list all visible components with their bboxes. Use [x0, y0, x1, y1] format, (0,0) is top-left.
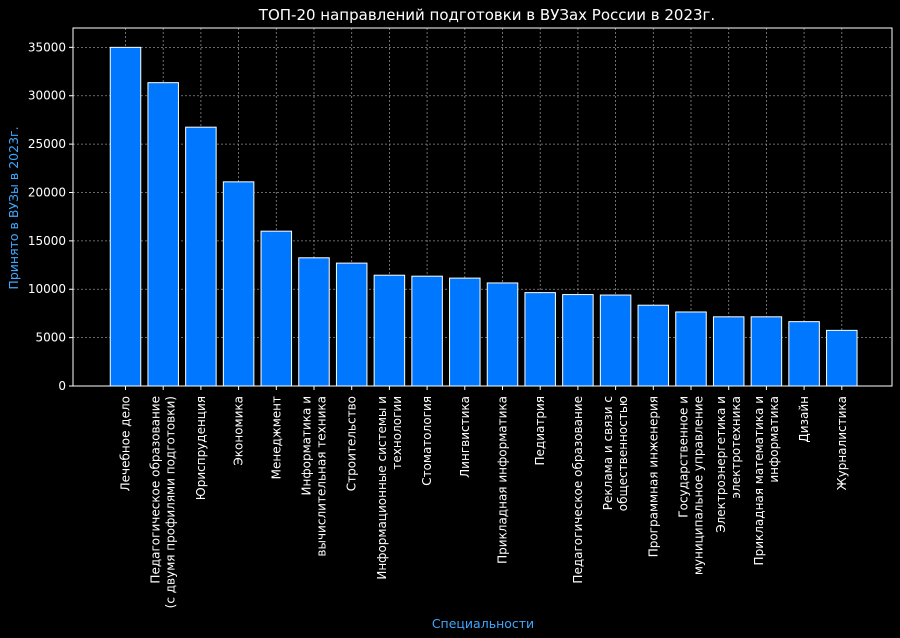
x-tick-label: Электроэнергетика и электротехника: [714, 396, 743, 533]
x-tick-label-line: Дизайн: [797, 396, 811, 443]
x-tick-label: Лингвистика: [458, 396, 472, 478]
x-tick-label-line: Лечебное дело: [119, 396, 133, 491]
x-tick-label-line: Прикладная информатика: [496, 396, 510, 564]
bar: [675, 311, 707, 387]
x-tick-label-line: вычислительная техника: [315, 396, 329, 557]
x-tick-label: Менеджмент: [269, 396, 283, 479]
x-tick-label: Педиатрия: [533, 396, 547, 465]
x-tick-label: Педагогическое образование (с двумя профи…: [149, 396, 178, 608]
y-axis-ticks: 0 5000 10000 15000 20000 25000 30000 35000: [28, 40, 73, 393]
x-tick-label: Юриспруденция: [194, 396, 208, 500]
chart-title: ТОП-20 направлений подготовки в ВУЗах Ро…: [258, 6, 715, 24]
x-tick-label-line: муниципальное управление: [692, 396, 706, 575]
bar: [486, 282, 519, 387]
x-tick-label: Программная инженерия: [646, 396, 660, 557]
bar: [637, 304, 670, 387]
x-tick-label: Лечебное дело: [119, 396, 133, 491]
x-tick-label: Реклама и связи с общественностью: [601, 396, 630, 511]
x-tick-label-line: Журналистика: [835, 396, 849, 490]
x-tick-label: Журналистика: [835, 396, 849, 490]
bar: [147, 82, 179, 387]
y-tick-label: 25000: [28, 137, 66, 151]
y-tick-label: 35000: [28, 40, 66, 54]
x-tick-label-line: Реклама и связи с: [601, 396, 615, 510]
x-axis-title: Специальности: [432, 616, 534, 631]
x-tick-label-line: Информатика и: [300, 396, 314, 495]
y-axis-title: Принято в ВУЗы в 2023г.: [6, 126, 21, 289]
y-tick-label: 30000: [28, 89, 66, 103]
x-tick-label-line: (с двумя профилями подготовки): [164, 396, 178, 608]
bar: [185, 126, 217, 387]
x-tick-label-line: Педагогическое образование: [149, 396, 163, 584]
x-tick-label-line: Электроэнергетика и: [714, 396, 728, 533]
plot-frame: [72, 27, 893, 387]
bar: [335, 262, 368, 387]
x-tick-label: Прикладная информатика: [496, 396, 510, 564]
x-tick-label-line: Информационные системы и: [375, 396, 389, 580]
bar: [599, 294, 632, 387]
x-tick-label-line: Менеджмент: [269, 396, 283, 479]
x-tick-label: Дизайн: [797, 396, 811, 443]
y-tick-label: 0: [58, 379, 66, 393]
x-tick-label: Строительство: [345, 396, 359, 491]
y-tick-label: 15000: [28, 234, 66, 248]
bar: [109, 46, 142, 387]
bar: [788, 321, 820, 387]
x-tick-label: Государственное и муниципальное управлени…: [677, 396, 706, 575]
y-tick-label: 5000: [35, 331, 66, 345]
x-tick-label-line: Лингвистика: [458, 396, 472, 478]
x-tick-label: Экономика: [232, 396, 246, 466]
x-tick-label-line: общественностью: [616, 396, 630, 511]
bar: [260, 230, 293, 387]
x-tick-label-line: информатика: [767, 396, 781, 483]
x-tick-label: Стоматология: [420, 396, 434, 486]
x-tick-label-line: Прикладная математика и: [752, 396, 766, 565]
x-axis-ticks: Лечебное дело Педагогическое образование(…: [119, 386, 849, 608]
x-tick-label-line: Педагогическое образование: [571, 396, 585, 584]
bar: [411, 275, 443, 387]
y-tick-label: 20000: [28, 185, 66, 199]
x-tick-label: Информатика и вычислительная техника: [300, 396, 329, 557]
bar: [712, 316, 745, 387]
bar: [449, 277, 481, 387]
x-tick-label-line: Педиатрия: [533, 396, 547, 465]
x-tick-label-line: Строительство: [345, 396, 359, 491]
bar: [750, 316, 783, 387]
bar: [298, 257, 330, 387]
x-tick-label-line: электротехника: [729, 396, 743, 499]
x-tick-label-line: Государственное и: [677, 396, 691, 518]
y-tick-label: 10000: [28, 282, 66, 296]
x-tick-label-line: Программная инженерия: [646, 396, 660, 557]
bar: [562, 294, 594, 387]
bar: [524, 292, 556, 387]
x-tick-label: Педагогическое образование: [571, 396, 585, 584]
x-tick-label: Прикладная математика и информатика: [752, 396, 781, 565]
x-tick-label: Информационные системы и технологии: [375, 396, 404, 580]
x-tick-label-line: Юриспруденция: [194, 396, 208, 500]
x-tick-label-line: технологии: [390, 396, 404, 470]
bar: [222, 181, 255, 387]
bar: [373, 274, 406, 387]
bar: [826, 329, 858, 387]
x-tick-label-line: Стоматология: [420, 396, 434, 486]
x-tick-label-line: Экономика: [232, 396, 246, 466]
